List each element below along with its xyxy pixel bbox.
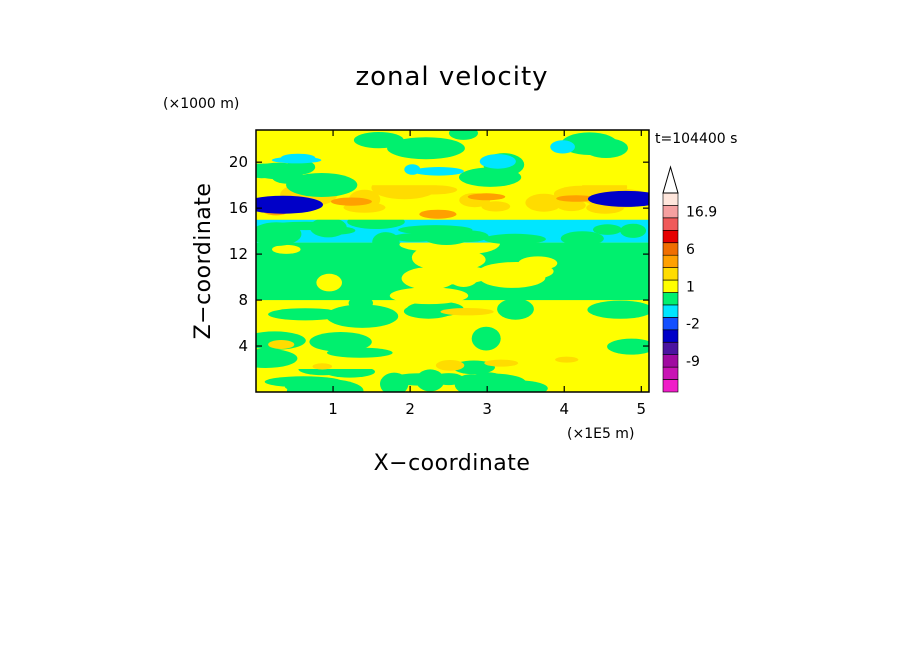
field-band-2-secondary (417, 248, 486, 271)
colorbar-label-8: 1 (686, 279, 695, 295)
field-band-5-accent (479, 154, 516, 169)
field-band-5-secondary (285, 159, 316, 175)
plot-frame (255, 129, 650, 393)
field-band-2-secondary (416, 264, 491, 285)
x-axis-ticks: 1 2 3 4 5 (328, 130, 646, 418)
y-multiplier-label: (×1000 m) (163, 96, 239, 112)
field-band-3-secondary (620, 223, 647, 238)
field-band-0-secondary (380, 372, 409, 392)
field-band-4-accent (419, 209, 457, 219)
colorbar-label-14: 16.9 (686, 205, 717, 221)
x-tick-label-1: 2 (405, 400, 415, 418)
field-band-4-secondary (525, 193, 563, 212)
x-tick-label-4: 5 (637, 400, 647, 418)
colorbar-level-0 (662, 379, 679, 393)
field-band-1-secondary (309, 332, 372, 352)
field-band-4-accent (556, 195, 596, 202)
colorbar-extend-arrow (662, 165, 679, 194)
field-band-5-secondary (353, 132, 404, 149)
x-tick-label-2: 3 (482, 400, 492, 418)
field-band-1-accent (555, 356, 579, 363)
field-band-5-secondary (449, 130, 478, 140)
field-band-5-accent (413, 167, 464, 176)
field-band-1-accent (484, 359, 519, 367)
colorbar-level-12 (662, 230, 679, 244)
field-band-4-secondary (408, 185, 458, 195)
y-tick-label-2: 12 (229, 245, 248, 263)
field-band-3-secondary (445, 230, 489, 243)
field-band-1-accent (312, 363, 333, 370)
field-band-1-accent (435, 360, 465, 371)
field-band-1-secondary (471, 326, 501, 351)
field-band-4-jet-west (256, 195, 323, 214)
colorbar-level-1 (662, 366, 679, 380)
colorbar-level-3 (662, 341, 679, 355)
field-band-5-secondary (286, 173, 358, 197)
field-band-4-secondary (481, 201, 511, 212)
field-band-3-secondary (270, 221, 342, 231)
field-band-1-secondary (607, 338, 649, 355)
field-band-2-secondary (272, 244, 301, 254)
colorbar-label-5: -2 (686, 317, 700, 333)
field-band-4-jet-east (587, 190, 649, 207)
field-band-1-secondary (326, 304, 399, 328)
y-tick-label-3: 16 (229, 199, 248, 217)
colorbar-level-4 (662, 329, 679, 343)
field-band-1-secondary (497, 298, 534, 320)
colorbar: -9 -2 1 6 16.9 (662, 165, 717, 393)
colorbar-level-11 (662, 242, 679, 256)
colorbar-level-14 (662, 205, 679, 219)
colorbar-label-2: -9 (686, 354, 700, 370)
colorbar-level-7 (662, 292, 679, 306)
y-tick-label-4: 20 (229, 153, 248, 171)
x-multiplier-label: (×1E5 m) (567, 426, 634, 442)
field-band-3-secondary (483, 233, 546, 245)
y-tick-label-0: 4 (238, 337, 248, 355)
colorbar-level-10 (662, 254, 679, 268)
field-band-5-secondary (459, 167, 522, 187)
field-band-3-secondary (372, 232, 400, 252)
x-axis-label: X−coordinate (374, 451, 531, 476)
y-axis-label: Z−coordinate (191, 183, 216, 340)
colorbar-level-6 (662, 304, 679, 318)
field-band-1-secondary (587, 300, 649, 319)
field-band-2-secondary (479, 267, 546, 288)
y-tick-label-1: 8 (238, 291, 248, 309)
contour-field (256, 130, 649, 392)
field-band-1-accent (268, 340, 295, 349)
field-band-3-secondary (593, 224, 622, 235)
colorbar-label-11: 6 (686, 242, 695, 258)
colorbar-level-15 (662, 192, 679, 206)
field-band-0-secondary (459, 373, 527, 392)
field-band-0-secondary (284, 382, 335, 392)
field-band-5-accent (550, 140, 575, 154)
field-band-4-accent (330, 197, 372, 206)
field-band-1-secondary (268, 308, 343, 321)
field-band-5-accent (404, 164, 421, 175)
field-band-3-secondary (392, 233, 438, 242)
x-tick-label-3: 4 (559, 400, 569, 418)
colorbar-level-8 (662, 279, 679, 293)
x-tick-label-0: 1 (328, 400, 338, 418)
time-label: t=104400 s (655, 131, 737, 147)
colorbar-level-5 (662, 317, 679, 331)
field-band-5-secondary (584, 138, 628, 159)
field-band-5-accent (271, 156, 322, 164)
colorbar-level-2 (662, 354, 679, 368)
field-band-4-secondary (557, 199, 586, 212)
field-band-4-accent (467, 193, 506, 201)
field-band-1-secondary (256, 348, 298, 368)
field-band-2-secondary (389, 287, 469, 305)
chart-title: zonal velocity (355, 62, 548, 92)
field-band-1-accent (440, 308, 494, 316)
field-band-5-secondary (387, 137, 465, 160)
field-band-3-secondary (560, 231, 604, 246)
colorbar-level-13 (662, 217, 679, 231)
field-band-2-secondary (316, 273, 343, 292)
y-axis-ticks: 4 8 12 16 20 (229, 153, 649, 355)
colorbar-level-9 (662, 267, 679, 281)
